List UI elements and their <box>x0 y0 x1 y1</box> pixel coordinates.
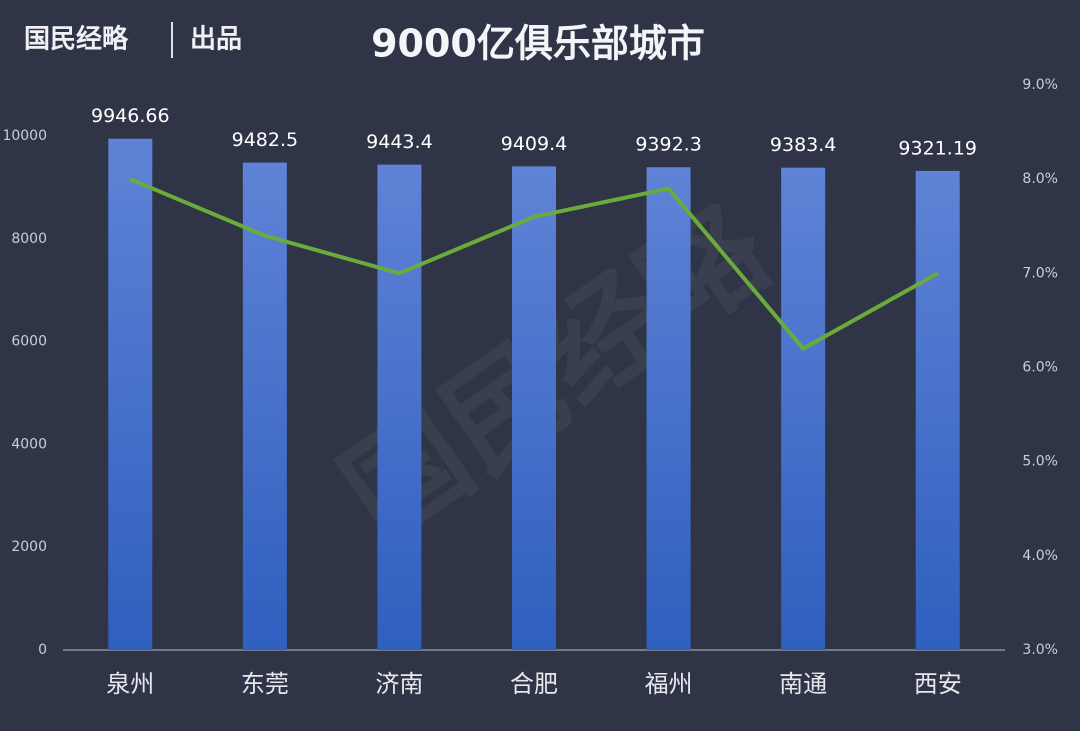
y2-tick-label: 8.0% <box>1022 171 1058 187</box>
y-tick-label: 4000 <box>11 436 47 452</box>
value-label: 9946.66 <box>91 105 170 127</box>
y-tick-label: 2000 <box>11 539 47 555</box>
x-tick-label: 东莞 <box>241 670 289 698</box>
y-tick-label: 0 <box>38 642 47 658</box>
value-label: 9443.4 <box>366 131 432 153</box>
y2-tick-label: 5.0% <box>1022 454 1058 470</box>
x-tick-label: 合肥 <box>510 670 558 698</box>
brand-suffix: 出品 <box>190 25 242 55</box>
brand: 国民经略 <box>24 24 129 55</box>
y2-tick-label: 7.0% <box>1022 265 1058 281</box>
chart-title: 9000亿俱乐部城市 <box>371 22 705 66</box>
bar <box>108 138 153 650</box>
bar <box>646 167 691 650</box>
value-label: 9409.4 <box>501 133 567 155</box>
y-tick-label: 8000 <box>11 231 47 247</box>
y-tick-label: 6000 <box>11 334 47 350</box>
value-label: 9321.19 <box>898 137 977 159</box>
line <box>129 177 939 351</box>
y2-tick-label: 9.0% <box>1022 77 1058 93</box>
value-label: 9392.3 <box>635 134 701 156</box>
x-tick-label: 济南 <box>375 670 423 698</box>
x-tick-label: 南通 <box>779 670 827 698</box>
bar <box>781 167 826 650</box>
bar <box>242 162 287 651</box>
x-tick-label: 西安 <box>914 670 962 698</box>
x-tick-label: 泉州 <box>106 670 154 698</box>
bar <box>915 170 960 650</box>
y2-tick-label: 4.0% <box>1022 548 1058 564</box>
value-label: 9482.5 <box>232 129 298 151</box>
bar <box>512 166 556 650</box>
y2-tick-label: 6.0% <box>1022 360 1058 376</box>
value-label: 9383.4 <box>770 134 836 156</box>
bar <box>377 164 422 650</box>
y-tick-label: 10000 <box>2 128 47 144</box>
x-tick-label: 福州 <box>645 670 693 698</box>
y2-tick-label: 3.0% <box>1022 642 1058 658</box>
